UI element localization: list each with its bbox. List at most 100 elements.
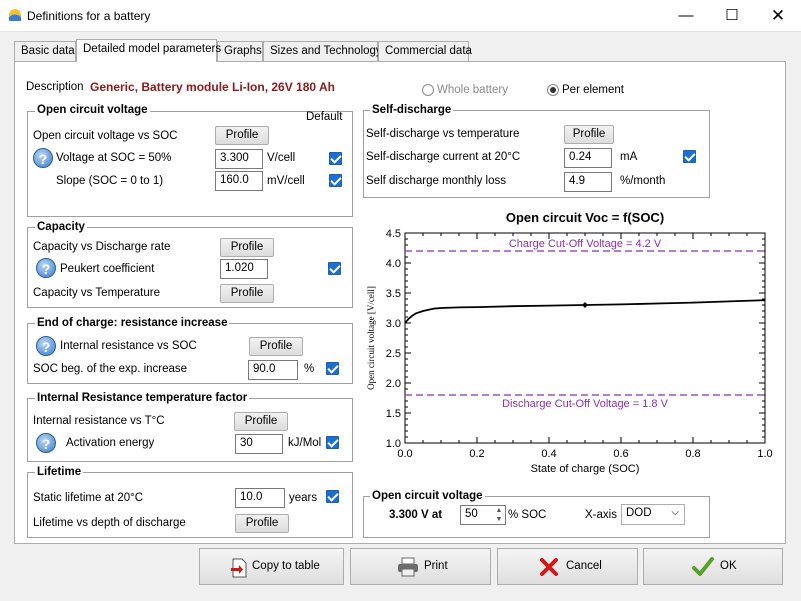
xaxis-select-value: DOD (626, 507, 652, 519)
activation-energy-label: Activation energy (66, 437, 155, 449)
lifetime-dod-profile-button[interactable]: Profile (235, 514, 289, 533)
y-tick-label: 4.5 (386, 228, 401, 240)
static-lifetime-input[interactable]: 10.0 (235, 488, 285, 508)
x-tick-label: 1.0 (757, 448, 772, 460)
soc-beg-input[interactable]: 90.0 (248, 360, 298, 380)
capacity-group (27, 227, 353, 308)
ir-vs-soc-label: Internal resistance vs SOC (60, 340, 197, 352)
ocv-group-title: Open circuit voltage (35, 104, 150, 116)
plot-area (404, 232, 766, 444)
help-icon[interactable]: ? (33, 148, 53, 168)
slope-unit: mV/cell (267, 175, 305, 187)
x-tick-label: 0.4 (541, 448, 556, 460)
description-label: Description (26, 81, 84, 93)
ocv-readout-voltage: 3.300 V at (389, 509, 443, 521)
description-value: Generic, Battery module Li-Ion, 26V 180 … (90, 80, 335, 94)
whole-battery-radio[interactable] (422, 84, 434, 96)
per-element-label: Per element (562, 84, 625, 96)
monthly-loss-input[interactable]: 4.9 (564, 172, 612, 192)
soc-spinner-arrows-icon[interactable]: ▲ ▼ (495, 507, 503, 523)
help-icon[interactable]: ? (36, 336, 56, 356)
tab-graphs[interactable]: Graphs (217, 41, 263, 61)
ir-temperature-group-title: Internal Resistance temperature factor (35, 392, 250, 404)
copy-to-table-button[interactable]: Copy to table (199, 548, 344, 585)
monthly-loss-unit: %/month (620, 175, 666, 187)
ocv-vs-soc-label: Open circuit voltage vs SOC (33, 130, 178, 142)
self-discharge-profile-button[interactable]: Profile (564, 125, 614, 144)
minimize-button[interactable]: — (678, 7, 694, 24)
tab-sizes-and-technology[interactable]: Sizes and Technology (263, 41, 382, 61)
voltage-soc50-label: Voltage at SOC = 50% (56, 152, 172, 164)
tab-basic-data[interactable]: Basic data (14, 41, 76, 61)
peukert-checkbox[interactable] (328, 262, 341, 275)
copy-icon (231, 558, 247, 578)
capacity-temperature-profile-button[interactable]: Profile (220, 284, 274, 303)
slope-input[interactable]: 160.0 (215, 171, 263, 191)
per-element-radio[interactable] (547, 84, 559, 96)
help-icon[interactable]: ? (36, 433, 56, 453)
self-discharge-current-input[interactable]: 0.24 (564, 148, 612, 168)
copy-to-table-label: Copy to table (252, 560, 320, 572)
self-discharge-current-unit: mA (620, 151, 638, 163)
soc-marker (582, 302, 588, 308)
activation-energy-input[interactable]: 30 (235, 434, 283, 454)
x-tick-label: 0.2 (469, 448, 484, 460)
capacity-discharge-profile-button[interactable]: Profile (220, 238, 274, 257)
self-discharge-group-title: Self-discharge (370, 104, 454, 116)
static-lifetime-label: Static lifetime at 20°C (33, 492, 144, 504)
soc-spinner-input[interactable]: 50 (460, 505, 506, 525)
soc-beg-label: SOC beg. of the exp. increase (33, 363, 188, 375)
y-axis-label: Open circuit voltage [V/cell] (366, 286, 376, 390)
title-bar (0, 0, 801, 32)
activation-energy-checkbox[interactable] (326, 436, 339, 449)
tab-commercial-data[interactable]: Commercial data (378, 41, 472, 61)
slope-default-checkbox[interactable] (329, 174, 342, 187)
capacity-group-title: Capacity (35, 221, 87, 233)
static-lifetime-checkbox[interactable] (326, 490, 339, 503)
voltage-default-checkbox[interactable] (329, 152, 342, 165)
end-of-charge-group-title: End of charge: resistance increase (35, 317, 230, 329)
x-axis-label: State of charge (SOC) (531, 463, 640, 475)
voltage-soc50-input[interactable]: 3.300 (215, 149, 263, 169)
monthly-loss-label: Self discharge monthly loss (366, 175, 506, 187)
print-button[interactable]: Print (350, 548, 491, 585)
peukert-label: Peukert coefficient (60, 263, 155, 275)
xaxis-label: X-axis (585, 509, 617, 521)
soc-beg-checkbox[interactable] (326, 362, 339, 375)
app-icon (8, 8, 22, 22)
ok-label: OK (720, 560, 737, 572)
cancel-label: Cancel (566, 560, 602, 572)
ir-vs-soc-profile-button[interactable]: Profile (249, 337, 303, 356)
help-icon[interactable]: ? (36, 258, 56, 278)
whole-battery-label: Whole battery (437, 84, 508, 96)
soc-beg-unit: % (304, 363, 315, 375)
close-button[interactable]: ✕ (770, 6, 786, 25)
window-title: Definitions for a battery (27, 9, 151, 23)
ocv-series-line (404, 299, 766, 324)
peukert-input[interactable]: 1.020 (220, 259, 268, 279)
y-tick-label: 4.0 (386, 258, 401, 270)
chart-title: Open circuit Voc = f(SOC) (506, 210, 664, 225)
ocv-profile-button[interactable]: Profile (215, 126, 269, 145)
cancel-button[interactable]: Cancel (497, 548, 638, 585)
ok-button[interactable]: OK (643, 548, 783, 585)
discharge-cutoff-label: Discharge Cut-Off Voltage = 1.8 V (502, 398, 668, 410)
y-tick-label: 3.5 (386, 288, 401, 300)
y-tick-label: 1.0 (386, 438, 401, 450)
charge-cutoff-label: Charge Cut-Off Voltage = 4.2 V (509, 238, 662, 250)
lifetime-dod-label: Lifetime vs depth of discharge (33, 517, 186, 529)
cancel-x-icon (540, 558, 558, 576)
y-tick-label: 1.5 (386, 408, 401, 420)
tab-detailed-model-parameters[interactable]: Detailed model parameters (76, 39, 221, 62)
self-discharge-group (363, 110, 710, 198)
x-tick-label: 0.8 (685, 448, 700, 460)
self-discharge-current-checkbox[interactable] (683, 150, 696, 163)
y-tick-label: 2.0 (386, 378, 401, 390)
capacity-temperature-label: Capacity vs Temperature (33, 287, 160, 299)
xaxis-select[interactable]: DOD ⌵ (621, 504, 685, 525)
default-column-label: Default (306, 111, 343, 123)
ocv-chart: Open circuit Voc = f(SOC) 0.0 0.2 0.4 0.6 0.8… (360, 205, 780, 480)
ir-vs-temp-profile-button[interactable]: Profile (234, 412, 288, 431)
maximize-button[interactable]: ☐ (725, 7, 739, 24)
printer-icon (398, 557, 418, 577)
